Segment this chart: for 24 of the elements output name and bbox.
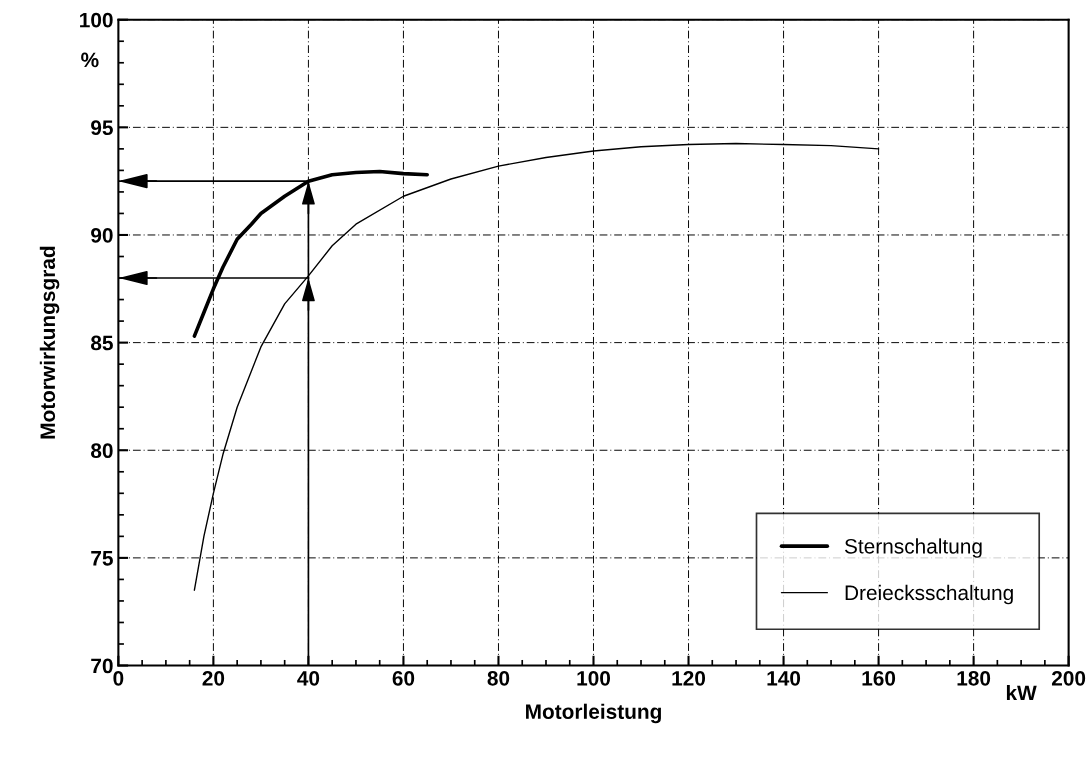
legend-label: Sternschaltung (844, 538, 982, 558)
x-tick-label: 160 (862, 670, 896, 686)
legend-label: Dreiecksschaltung (845, 584, 1013, 605)
y-tick-label: 95 (91, 120, 113, 136)
y-tick-label: 75 (91, 551, 113, 566)
x-tick-label: 20 (202, 670, 225, 686)
x-tick-label: 40 (297, 670, 320, 686)
x-tick-label: 200 (1051, 670, 1086, 686)
text: % (81, 52, 99, 68)
x-tick-label: 180 (957, 670, 991, 686)
x-axis-title: Motorleistung (526, 703, 661, 724)
y-axis-title: Motorwirkungsgrad (39, 246, 60, 439)
x-tick-label: 0 (113, 670, 124, 686)
y-tick-label: 90 (91, 227, 113, 243)
y-tick-label: 100 (80, 12, 113, 28)
y-tick-label: 70 (91, 658, 113, 674)
y-tick-label: 85 (91, 335, 113, 351)
y-tick-label: 80 (91, 443, 113, 459)
text: kW (1006, 684, 1037, 700)
x-tick-label: 100 (577, 670, 611, 686)
x-tick-label: 60 (392, 670, 415, 686)
x-tick-label: 120 (672, 670, 706, 686)
x-tick-label: 80 (487, 670, 510, 686)
x-tick-label: 140 (767, 670, 801, 686)
